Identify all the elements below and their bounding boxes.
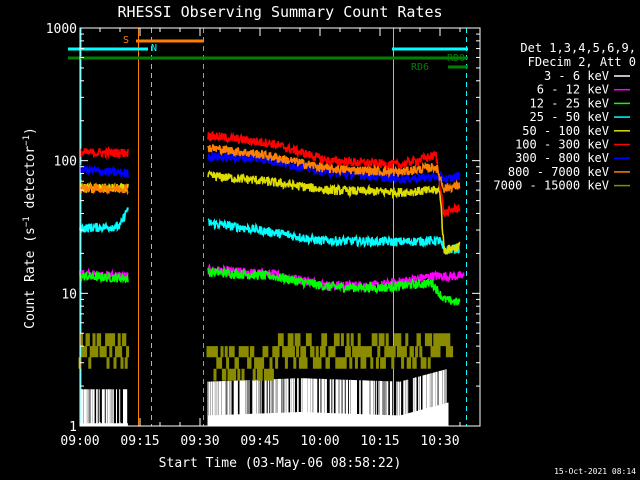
series-25-50-kev-segment-1 (79, 207, 129, 234)
legend-label-8: 800 - 7000 keV (508, 165, 609, 179)
flag-bars: S N RD0 RD6 (68, 35, 468, 73)
series-300-800-kev-segment-1 (79, 164, 129, 178)
y-axis-label-sup1: −1 (22, 216, 32, 227)
series-12-25-kev-segment-2 (207, 265, 461, 306)
footer-timestamp: 15-Oct-2021 08:14 (554, 467, 636, 476)
y-axis-label-sup2: −1 (22, 135, 32, 146)
series-800-7000-kev-segment-1 (79, 182, 129, 196)
x-tick-label-4: 09:45 (240, 434, 279, 449)
x-tick-label-6: 10:15 (360, 434, 399, 449)
flag-label-s-1: S (123, 35, 129, 46)
series-7000-15000-kev-segment-1 (78, 333, 130, 369)
series-12-25-kev-segment-1 (79, 270, 129, 284)
legend-label-1: 3 - 6 keV (544, 69, 609, 83)
plot-frame (79, 27, 481, 427)
y-axis-label-mid: detector (23, 146, 38, 217)
x-tick-label-2: 09:15 (120, 434, 159, 449)
legend-label-4: 25 - 50 keV (530, 110, 609, 124)
series-800-7000-kev-segment-2 (207, 144, 461, 194)
series-25-50-kev-segment-2 (207, 218, 461, 256)
flag-label-rd6-4: RD6 (411, 62, 429, 73)
legend-label-3: 12 - 25 keV (530, 96, 609, 110)
series-100-300-kev-segment-1 (79, 145, 129, 160)
series-layer (78, 131, 465, 426)
y-axis-label-post: ) (23, 127, 38, 135)
x-tick-label-3: 09:30 (180, 434, 219, 449)
legend-label-5: 50 - 100 keV (522, 124, 609, 138)
y-tick-label-3: 100 (54, 155, 77, 170)
flag-label-n-2: N (151, 43, 157, 54)
flag-label-rd0-3: RD0 (447, 53, 465, 64)
y-tick-label-4: 1000 (46, 22, 77, 37)
legend-label-6: 100 - 300 keV (515, 138, 609, 152)
axes: 09:00 09:15 09:30 09:45 10:00 10:15 10:30 1 10 10… (46, 22, 480, 449)
legend-label-9: 7000 - 15000 keV (493, 179, 609, 193)
series-50-100-kev-segment-2 (207, 169, 461, 255)
chart-title: RHESSI Observing Summary Count Rates (117, 3, 442, 21)
legend-header-line-2: FDecim 2, Att 0 (528, 55, 636, 69)
series-100-300-kev-segment-2 (207, 131, 461, 217)
series-7000-15000-kev-segment-2 (206, 333, 454, 381)
x-tick-label-1: 09:00 (60, 434, 99, 449)
legend-label-2: 6 - 12 keV (537, 83, 609, 97)
x-tick-label-5: 10:00 (300, 434, 339, 449)
y-axis-label-pre: Count Rate (s (23, 227, 38, 329)
legend: Det 1,3,4,5,6,9, FDecim 2, Att 0 3 - 6 k… (493, 41, 636, 193)
x-axis-label: Start Time (03-May-06 08:58:22) (159, 456, 402, 471)
series-3-6-kev-segment-1 (79, 389, 128, 426)
legend-label-7: 300 - 800 keV (515, 151, 609, 165)
y-tick-label-2: 10 (61, 287, 77, 302)
legend-header-line-1: Det 1,3,4,5,6,9, (520, 41, 636, 55)
y-tick-label-1: 1 (69, 420, 77, 435)
y-axis-label: Count Rate (s−1 detector−1) (22, 127, 38, 329)
series-3-6-kev-segment-2 (207, 369, 449, 426)
x-tick-label-7: 10:30 (420, 434, 459, 449)
